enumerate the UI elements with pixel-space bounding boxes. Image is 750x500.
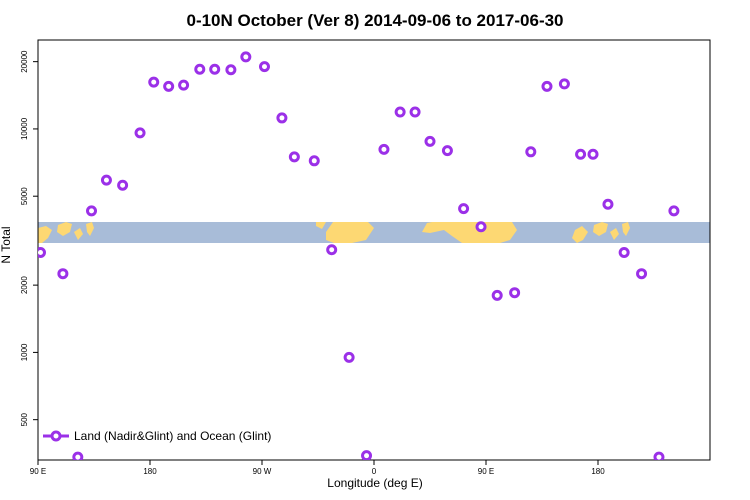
- data-point: [636, 268, 648, 280]
- land-shape: [316, 222, 326, 229]
- y-tick-label: 500: [20, 412, 29, 426]
- data-point: [602, 198, 614, 210]
- data-point: [378, 143, 390, 155]
- data-point: [148, 76, 160, 88]
- x-tick-label: 90 E: [478, 467, 494, 476]
- data-point: [117, 179, 129, 191]
- data-point: [458, 203, 470, 215]
- data-point: [240, 51, 252, 63]
- y-tick-label: 5000: [20, 187, 29, 205]
- legend: Land (Nadir&Glint) and Ocean (Glint): [43, 429, 271, 443]
- data-point: [100, 174, 112, 186]
- data-point: [326, 244, 338, 256]
- plot-area: [37, 39, 711, 461]
- x-tick-label: 180: [591, 467, 605, 476]
- x-tick-label: 180: [143, 467, 157, 476]
- data-point: [509, 287, 521, 299]
- data-point: [134, 127, 146, 139]
- land-shape: [38, 226, 52, 243]
- data-point: [86, 205, 98, 217]
- data-point: [178, 79, 190, 91]
- data-point: [575, 148, 587, 160]
- data-point: [541, 80, 553, 92]
- data-point: [288, 151, 300, 163]
- land-shape: [593, 222, 608, 236]
- data-point: [424, 135, 436, 147]
- x-tick-label: 90 W: [253, 467, 272, 476]
- data-point: [209, 63, 221, 75]
- land-shape: [57, 222, 72, 236]
- data-point: [475, 221, 487, 233]
- data-point: [525, 146, 537, 158]
- map-band: [38, 222, 710, 243]
- data-point: [163, 80, 175, 92]
- x-tick-label: 90 E: [30, 467, 46, 476]
- land-shape: [622, 222, 630, 236]
- data-point: [653, 451, 665, 460]
- y-axis: 500 1000 2000 5000 10000 20000: [20, 50, 38, 426]
- y-axis-label: N Total: [0, 226, 13, 263]
- data-point: [441, 145, 453, 157]
- land-shape: [610, 228, 619, 240]
- data-points: [38, 51, 680, 460]
- ocean-band: [38, 222, 710, 243]
- data-point: [194, 63, 206, 75]
- data-point: [394, 106, 406, 118]
- legend-marker: [50, 430, 62, 442]
- chart-title: 0-10N October (Ver 8) 2014-09-06 to 2017…: [186, 11, 563, 30]
- data-point: [308, 155, 320, 167]
- x-axis-label: Longitude (deg E): [327, 476, 422, 490]
- y-tick-label: 20000: [20, 50, 29, 73]
- data-point: [558, 78, 570, 90]
- data-point: [225, 64, 237, 76]
- data-point: [587, 148, 599, 160]
- data-point: [668, 205, 680, 217]
- data-point: [72, 451, 84, 460]
- land-shape: [572, 226, 588, 243]
- data-point: [618, 246, 630, 258]
- x-tick-label: 0: [372, 467, 377, 476]
- y-tick-label: 2000: [20, 276, 29, 294]
- y-tick-label: 10000: [20, 117, 29, 140]
- data-point: [361, 450, 373, 460]
- legend-label: Land (Nadir&Glint) and Ocean (Glint): [74, 429, 271, 443]
- data-point: [276, 112, 288, 124]
- data-point: [343, 351, 355, 363]
- land-shape: [326, 222, 374, 243]
- data-point: [258, 61, 270, 73]
- data-point: [491, 289, 503, 301]
- land-shape: [74, 228, 83, 240]
- y-tick-label: 1000: [20, 343, 29, 361]
- data-point: [409, 106, 421, 118]
- land-shape: [86, 222, 94, 236]
- data-point: [38, 246, 46, 258]
- data-point: [57, 268, 69, 280]
- x-axis: 90 E 180 90 W 0 90 E 180: [30, 460, 605, 476]
- land-shape: [422, 222, 517, 243]
